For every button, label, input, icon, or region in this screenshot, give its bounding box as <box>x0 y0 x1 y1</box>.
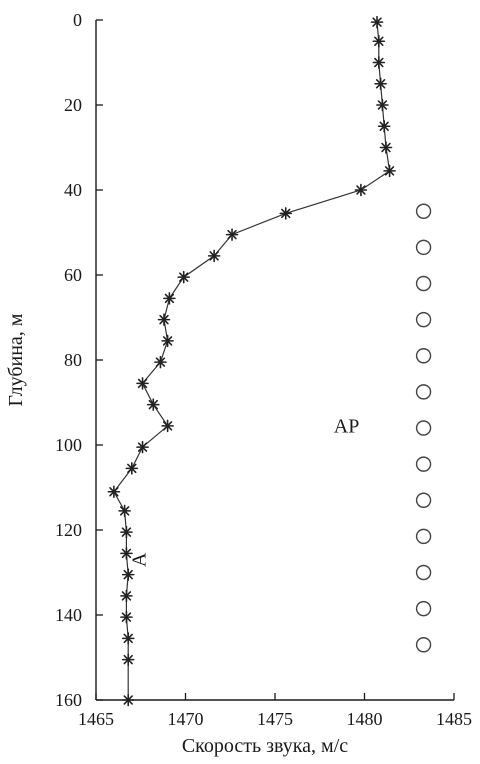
asterisk-point <box>118 504 131 518</box>
asterisk-point <box>279 207 293 220</box>
circle-point <box>415 528 432 545</box>
asterisk-point <box>154 355 167 369</box>
asterisk-point <box>372 56 386 69</box>
y-ticks: 0 20 40 60 80 100 120 140 160 <box>55 10 103 710</box>
x-axis-title: Скорость звука, м/с <box>182 735 348 757</box>
annotation-label: А <box>128 552 150 567</box>
circle-point <box>415 275 432 292</box>
asterisk-point <box>370 15 384 29</box>
y-axis-title: Глубина, м <box>5 313 27 406</box>
asterisk-point <box>376 98 389 112</box>
asterisk-point <box>120 610 133 624</box>
y-tick-label: 0 <box>73 10 82 30</box>
circle-point <box>415 311 432 328</box>
circle-point <box>415 492 432 508</box>
x-tick-label: 1480 <box>347 709 383 729</box>
x-ticks: 1465 1470 1475 1480 1485 <box>78 693 472 729</box>
y-tick-label: 80 <box>64 350 82 370</box>
y-tick-label: 20 <box>64 95 82 115</box>
asterisk-point <box>354 183 368 197</box>
asterisk-point <box>136 440 149 454</box>
circle-point <box>415 348 432 364</box>
y-tick-label: 160 <box>55 690 82 710</box>
asterisk-point <box>107 485 121 499</box>
y-tick-label: 100 <box>55 435 82 455</box>
asterisk-point <box>121 632 135 645</box>
circle-point <box>415 456 432 472</box>
asterisk-point <box>225 228 239 241</box>
circle-point <box>415 637 432 653</box>
asterisk-point <box>207 249 221 263</box>
asterisk-point <box>372 34 386 48</box>
y-tick-label: 140 <box>55 605 82 625</box>
asterisk-point <box>157 313 171 326</box>
asterisk-point <box>377 119 391 133</box>
circle-point <box>415 203 432 219</box>
asterisk-point <box>136 377 149 390</box>
axes <box>95 20 454 701</box>
series-line-group <box>113 22 391 700</box>
circle-point <box>415 384 432 400</box>
circle-point <box>415 600 432 617</box>
asterisk-point <box>120 589 133 603</box>
asterisk-point <box>374 77 387 91</box>
asterisk-point <box>120 525 133 539</box>
circle-point <box>415 239 432 256</box>
x-tick-label: 1465 <box>78 709 114 729</box>
asterisk-point <box>163 292 176 305</box>
x-tick-label: 1475 <box>257 709 293 729</box>
asterisk-point <box>125 462 139 475</box>
x-tick-label: 1485 <box>436 709 472 729</box>
y-tick-label: 120 <box>55 520 82 540</box>
asterisk-point <box>121 693 135 707</box>
asterisk-point <box>121 568 135 581</box>
profile-line <box>113 22 391 700</box>
annotations-group: АР А <box>128 416 359 567</box>
annotation-label: АР <box>334 416 360 438</box>
asterisk-point <box>120 547 133 560</box>
asterisk-point <box>383 164 396 178</box>
asterisk-point <box>161 419 174 433</box>
y-tick-label: 40 <box>64 180 82 200</box>
asterisk-point <box>177 270 191 284</box>
asterisk-point <box>379 141 393 154</box>
series-markers-group <box>107 15 432 707</box>
circle-point <box>415 420 432 436</box>
asterisk-point <box>121 653 135 666</box>
y-tick-label: 60 <box>64 265 82 285</box>
circle-point <box>415 564 432 581</box>
asterisk-point <box>161 334 174 348</box>
asterisk-point <box>146 398 160 411</box>
x-tick-label: 1470 <box>168 709 204 729</box>
